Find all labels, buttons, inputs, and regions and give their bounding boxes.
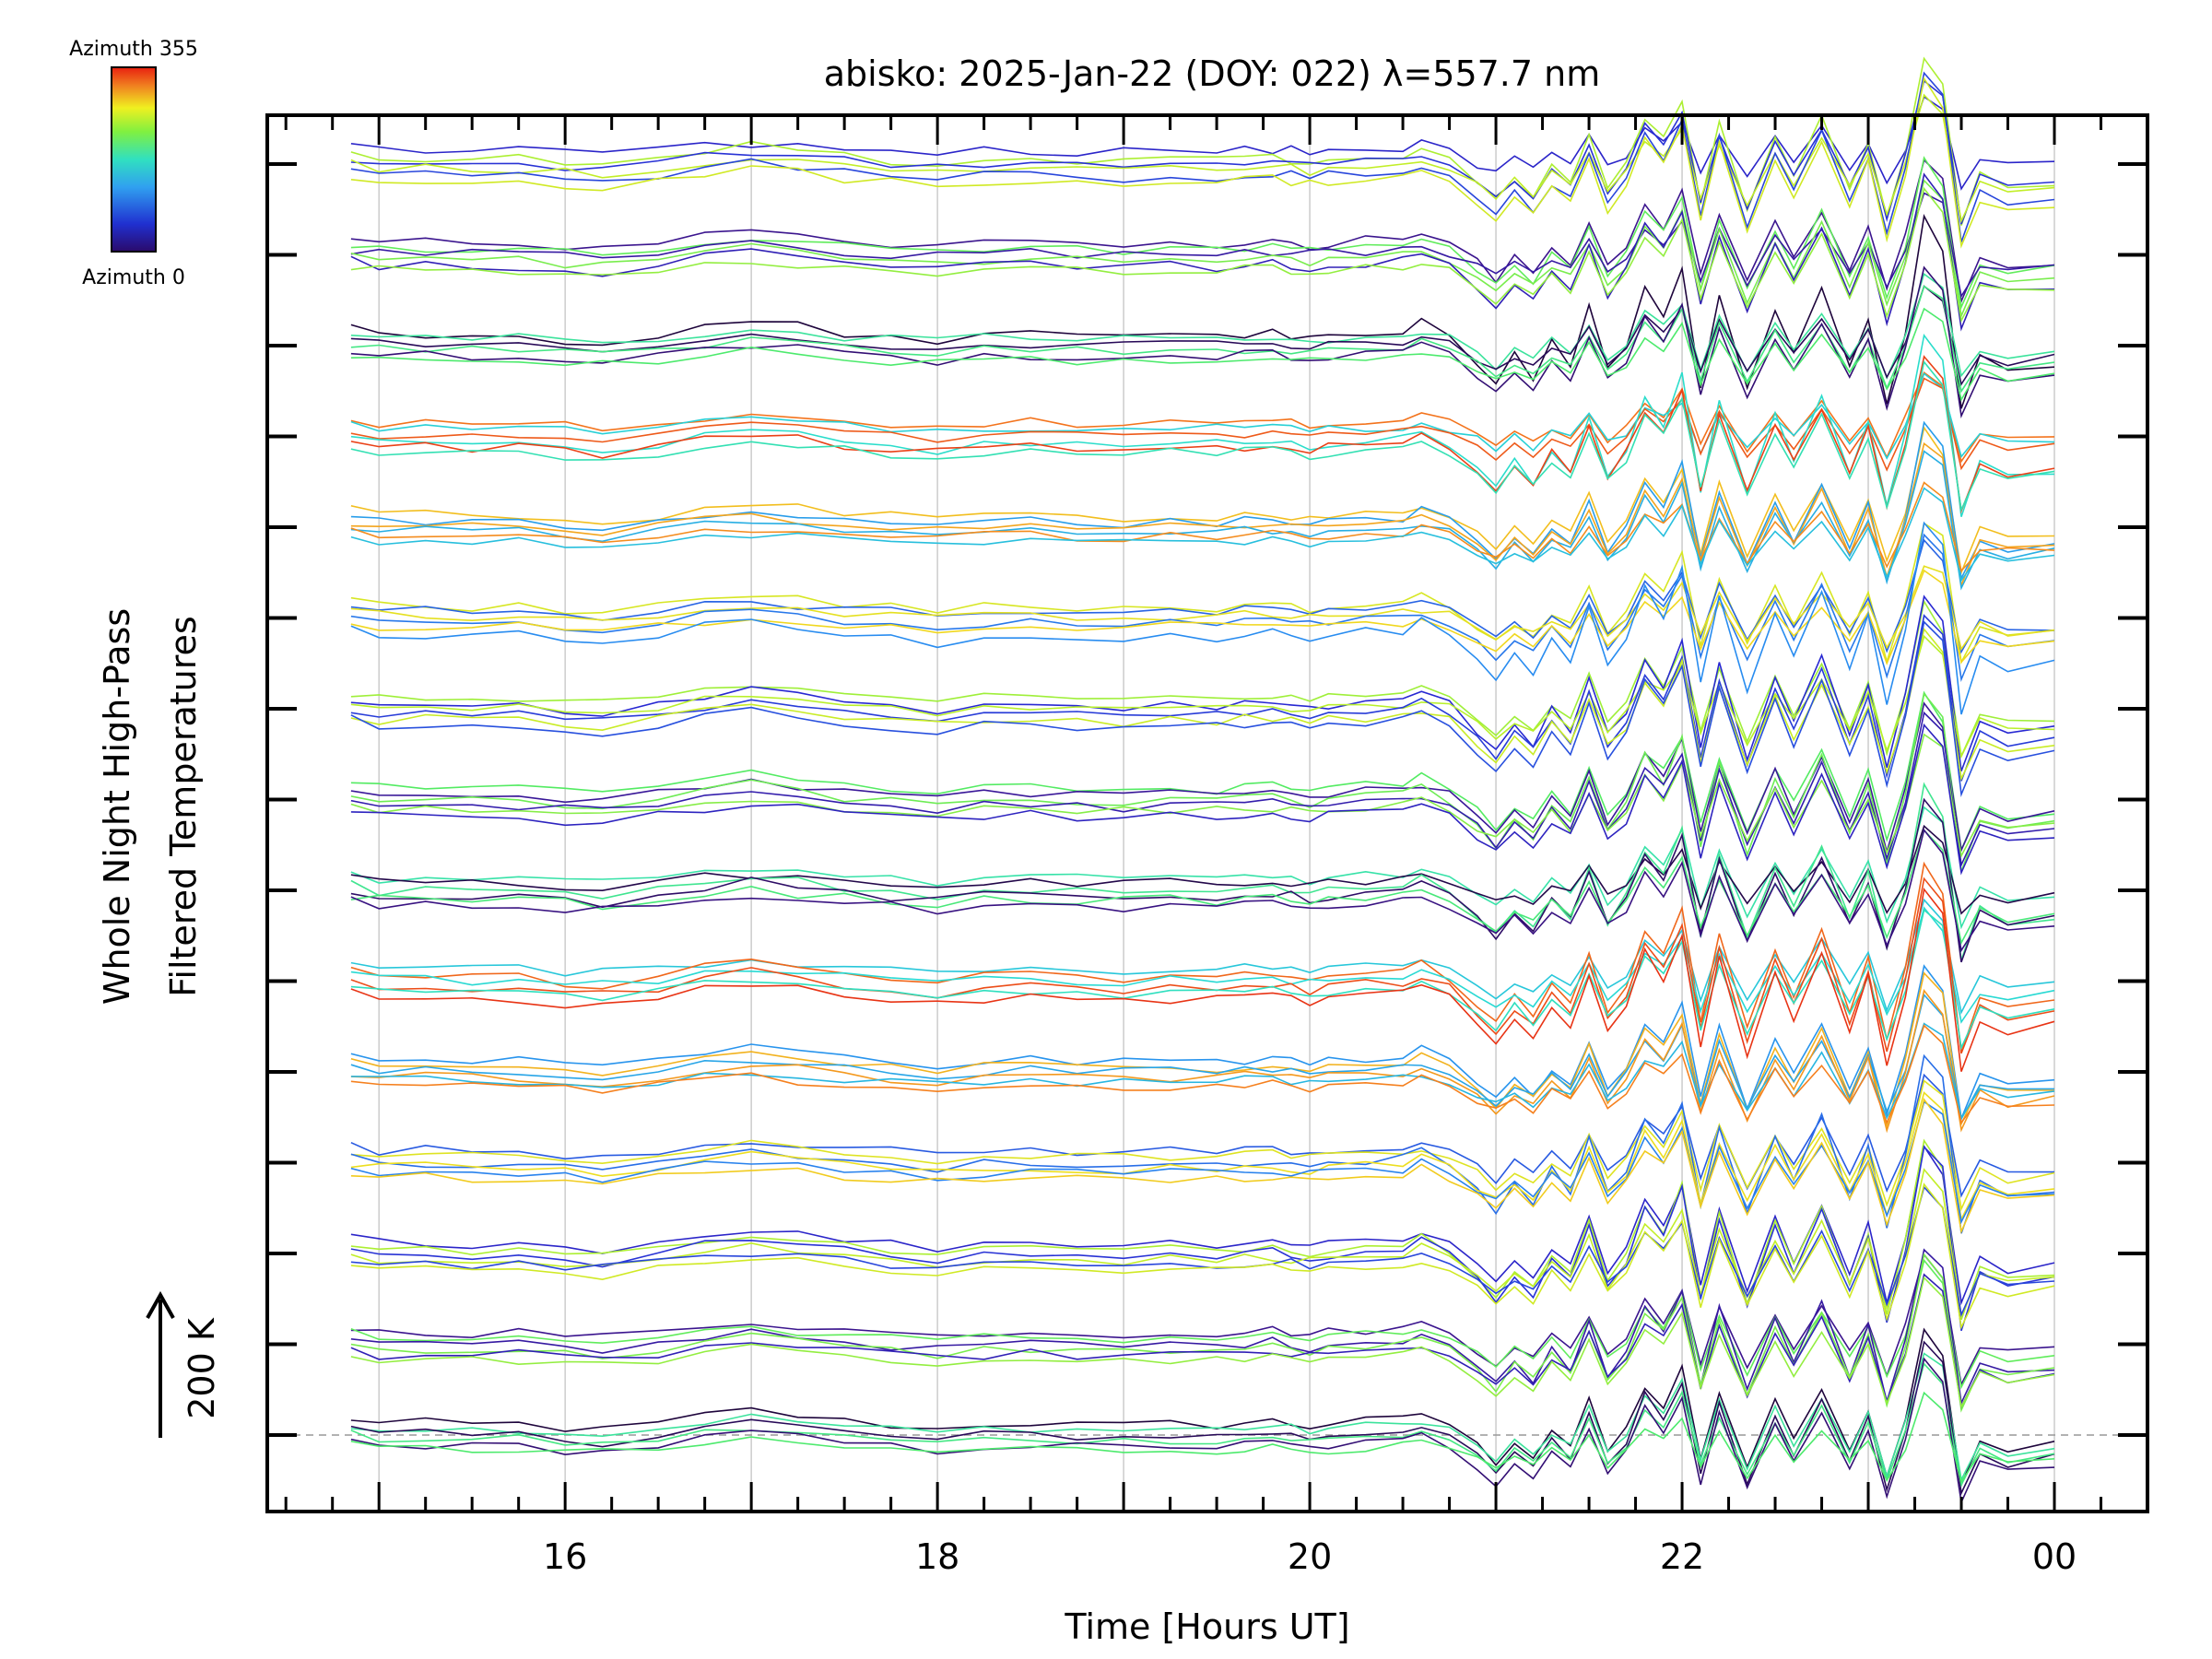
azimuth-trace xyxy=(350,569,2055,665)
azimuth-trace xyxy=(350,156,2055,310)
azimuth-trace xyxy=(350,599,2055,759)
azimuth-trace xyxy=(350,690,2055,853)
azimuth-trace xyxy=(350,172,2055,332)
azimuth-trace xyxy=(350,634,2055,759)
azimuth-trace xyxy=(350,521,2055,715)
azimuth-trace xyxy=(350,359,2055,512)
chart-title: abisko: 2025-Jan-22 (DOY: 022) λ=557.7 n… xyxy=(824,53,1601,94)
plot-border xyxy=(265,113,2149,1513)
x-tick-label: 22 xyxy=(1660,1536,1704,1577)
azimuth-trace xyxy=(350,372,2055,460)
azimuth-trace xyxy=(350,829,2055,946)
azimuth-trace xyxy=(350,285,2055,394)
azimuth-trace xyxy=(350,1391,2055,1484)
x-tick-label: 18 xyxy=(915,1536,959,1577)
azimuth-trace xyxy=(350,1276,2055,1409)
azimuth-trace xyxy=(350,371,2055,464)
azimuth-trace xyxy=(350,307,2055,402)
azimuth-trace xyxy=(350,1253,2055,1387)
azimuth-trace xyxy=(350,828,2055,953)
azimuth-trace xyxy=(350,272,2055,381)
x-tick-label: 20 xyxy=(1288,1536,1332,1577)
y-axis-label-line1: Whole Night High-Pass xyxy=(97,608,137,1005)
azimuth-trace xyxy=(350,1182,2055,1330)
azimuth-trace xyxy=(350,1079,2055,1212)
azimuth-trace xyxy=(350,988,2055,1134)
azimuth-trace xyxy=(350,71,2055,242)
azimuth-trace xyxy=(350,1091,2055,1222)
azimuth-trace xyxy=(350,1098,2055,1234)
azimuth-trace xyxy=(350,420,2055,585)
azimuth-trace xyxy=(350,908,2055,1051)
azimuth-trace xyxy=(350,441,2055,588)
azimuth-trace xyxy=(350,192,2055,299)
azimuth-trace xyxy=(350,1185,2055,1318)
azimuth-trace xyxy=(350,1168,2055,1319)
x-tick-label: 00 xyxy=(2032,1536,2077,1577)
azimuth-trace xyxy=(350,1144,2055,1306)
azimuth-trace xyxy=(350,971,2055,1129)
azimuth-trace xyxy=(350,159,2055,304)
azimuth-trace xyxy=(350,481,2055,572)
azimuth-trace xyxy=(350,806,2055,930)
azimuth-trace xyxy=(350,56,2055,226)
azimuth-trace xyxy=(350,594,2055,771)
azimuth-trace xyxy=(350,95,2055,191)
azimuth-trace xyxy=(350,711,2055,868)
azimuth-trace xyxy=(350,691,2055,872)
azimuth-trace xyxy=(350,93,2055,224)
azimuth-trace xyxy=(350,1327,2055,1488)
y-axis-label-line2: Filtered Temperatures xyxy=(163,616,204,996)
colorbar-gradient xyxy=(111,66,157,253)
azimuth-trace xyxy=(350,627,2055,782)
azimuth-trace xyxy=(350,1273,2055,1409)
azimuth-trace xyxy=(350,538,2055,654)
x-tick-label: 16 xyxy=(543,1536,587,1577)
azimuth-trace xyxy=(350,906,2055,1024)
azimuth-trace xyxy=(350,733,2055,859)
scale-bar: 200 K xyxy=(146,1290,222,1438)
azimuth-trace xyxy=(350,887,2055,1072)
azimuth-trace xyxy=(350,79,2055,225)
x-tick-labels: 16 18 20 22 00 xyxy=(543,1536,2077,1577)
azimuth-trace xyxy=(350,1340,2055,1496)
azimuth-trace xyxy=(350,1073,2055,1198)
azimuth-trace xyxy=(350,1100,2055,1225)
azimuth-trace xyxy=(350,533,2055,682)
azimuth-trace xyxy=(350,1258,2055,1390)
azimuth-trace xyxy=(350,285,2055,386)
azimuth-trace xyxy=(350,1022,2055,1121)
azimuth-trace xyxy=(350,487,2055,582)
x-axis-label: Time [Hours UT] xyxy=(1064,1606,1349,1647)
azimuth-trace xyxy=(350,1352,2055,1483)
azimuth-trace xyxy=(350,824,2055,915)
azimuth-trace xyxy=(350,723,2055,876)
plot-frame xyxy=(265,113,2149,1513)
azimuth-trace xyxy=(350,377,2055,472)
azimuth-trace xyxy=(350,565,2055,652)
colorbar-top-label: Azimuth 355 xyxy=(69,38,198,61)
azimuth-trace xyxy=(350,76,2055,249)
azimuth-trace xyxy=(350,620,2055,798)
colorbar-bottom-label: Azimuth 0 xyxy=(82,266,185,289)
series-traces xyxy=(350,56,2055,1505)
azimuth-trace xyxy=(350,214,2055,409)
azimuth-trace xyxy=(350,1362,2055,1488)
azimuth-trace xyxy=(350,701,2055,855)
azimuth-trace xyxy=(350,186,2055,324)
azimuth-trace xyxy=(350,1024,2055,1125)
colorbar: Azimuth 355 Azimuth 0 xyxy=(69,38,198,289)
azimuth-trace xyxy=(350,964,2055,1122)
azimuth-trace xyxy=(350,1253,2055,1413)
scale-bar-label: 200 K xyxy=(182,1317,222,1419)
azimuth-trace xyxy=(350,1145,2055,1332)
azimuth-trace xyxy=(350,1248,2055,1406)
azimuth-trace xyxy=(350,355,2055,514)
azimuth-trace xyxy=(350,614,2055,782)
azimuth-trace xyxy=(350,993,2055,1122)
azimuth-trace xyxy=(350,333,2055,517)
